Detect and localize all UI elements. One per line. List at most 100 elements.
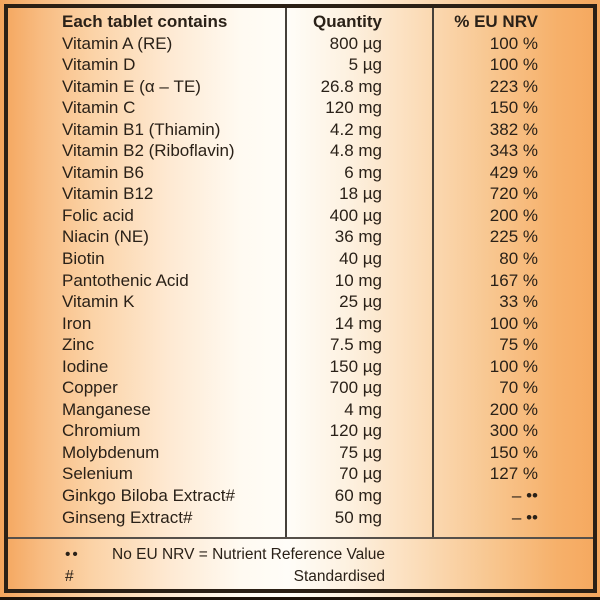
table-row: Pantothenic Acid 10 mg 167 % bbox=[8, 270, 593, 292]
nutrient-quantity: 700 µg bbox=[329, 378, 382, 398]
nutrient-quantity: 10 mg bbox=[334, 270, 382, 290]
table-row: Niacin (NE) 36 mg 225 % bbox=[8, 226, 593, 248]
nutrient-quantity: 6 mg bbox=[344, 162, 382, 182]
table-row: Ginseng Extract# 50 mg – •• bbox=[8, 507, 593, 529]
nutrient-nrv: 225 % bbox=[489, 227, 538, 247]
footer-separator-line bbox=[8, 537, 593, 539]
nutrient-nrv: 100 % bbox=[489, 33, 538, 53]
nutrient-quantity: 800 µg bbox=[329, 33, 382, 53]
nutrient-name: Manganese bbox=[62, 399, 151, 419]
header-eu-nrv: % EU NRV bbox=[454, 12, 538, 31]
nutrient-nrv: 100 % bbox=[489, 356, 538, 376]
table-row: Iron 14 mg 100 % bbox=[8, 313, 593, 335]
nutrient-quantity: 40 µg bbox=[339, 249, 382, 269]
nutrient-nrv: 300 % bbox=[489, 421, 538, 441]
footnote-text: Standardised bbox=[293, 568, 385, 585]
table-header-row: Each tablet contains Quantity % EU NRV bbox=[8, 11, 593, 33]
nutrient-name: Iron bbox=[62, 313, 92, 333]
nutrient-name: Vitamin B1 (Thiamin) bbox=[62, 119, 221, 139]
table-row: Molybdenum 75 µg 150 % bbox=[8, 442, 593, 464]
nutrient-quantity: 400 µg bbox=[329, 205, 382, 225]
table-row: Manganese 4 mg 200 % bbox=[8, 399, 593, 421]
header-each-tablet-contains: Each tablet contains bbox=[62, 12, 228, 31]
table-row: Vitamin B12 18 µg 720 % bbox=[8, 183, 593, 205]
nutrient-name: Molybdenum bbox=[62, 442, 160, 462]
nutrient-quantity: 5 µg bbox=[348, 55, 382, 75]
nutrient-nrv: 167 % bbox=[489, 270, 538, 290]
table-row: Vitamin A (RE) 800 µg 100 % bbox=[8, 33, 593, 55]
footnote-symbol: # bbox=[65, 568, 76, 585]
nutrient-quantity: 120 µg bbox=[329, 421, 382, 441]
nutrient-name: Vitamin A (RE) bbox=[62, 33, 173, 53]
nutrient-quantity: 14 mg bbox=[334, 313, 382, 333]
table-body: Vitamin A (RE) 800 µg 100 % Vitamin D 5 µg 10… bbox=[8, 33, 593, 529]
bottom-edge-shadow bbox=[0, 597, 600, 600]
nutrient-name: Vitamin D bbox=[62, 55, 136, 75]
nutrient-name: Vitamin B12 bbox=[62, 184, 154, 204]
nutrient-quantity: 25 µg bbox=[339, 292, 382, 312]
table-row: Selenium 70 µg 127 % bbox=[8, 463, 593, 485]
nutrient-name: Vitamin E (α – TE) bbox=[62, 76, 201, 96]
nutrient-nrv: 200 % bbox=[489, 205, 538, 225]
table-row: Vitamin B1 (Thiamin) 4.2 mg 382 % bbox=[8, 119, 593, 141]
header-quantity: Quantity bbox=[313, 12, 382, 31]
table-row: Vitamin D 5 µg 100 % bbox=[8, 54, 593, 76]
nutrient-name: Zinc bbox=[62, 335, 95, 355]
table-row: Vitamin K 25 µg 33 % bbox=[8, 291, 593, 313]
nutrient-name: Iodine bbox=[62, 356, 109, 376]
nutrient-name: Vitamin B6 bbox=[62, 162, 144, 182]
nutrient-nrv: – •• bbox=[511, 507, 538, 527]
nutrient-nrv: 70 % bbox=[499, 378, 538, 398]
nutrient-name: Vitamin K bbox=[62, 292, 135, 312]
nutrient-nrv: 100 % bbox=[489, 55, 538, 75]
nutrient-quantity: 120 mg bbox=[325, 98, 382, 118]
nutrient-nrv: 223 % bbox=[489, 76, 538, 96]
nutrient-quantity: 70 µg bbox=[339, 464, 382, 484]
footnotes: •• No EU NRV = Nutrient Reference Value # S… bbox=[8, 539, 593, 588]
table-row: Zinc 7.5 mg 75 % bbox=[8, 334, 593, 356]
column-divider-1 bbox=[285, 8, 287, 537]
nutrient-table: Each tablet contains Quantity % EU NRV V… bbox=[8, 8, 593, 528]
footnote-line: •• No EU NRV = Nutrient Reference Value bbox=[8, 544, 593, 566]
nutrient-nrv: 382 % bbox=[489, 119, 538, 139]
nutrient-quantity: 4.8 mg bbox=[330, 141, 382, 161]
nutrient-name: Copper bbox=[62, 378, 118, 398]
nutrient-name: Chromium bbox=[62, 421, 141, 441]
nutrient-quantity: 50 mg bbox=[334, 507, 382, 527]
nutrient-nrv: 150 % bbox=[489, 98, 538, 118]
table-row: Chromium 120 µg 300 % bbox=[8, 420, 593, 442]
table-row: Biotin 40 µg 80 % bbox=[8, 248, 593, 270]
footnote-text: No EU NRV = Nutrient Reference Value bbox=[112, 546, 385, 563]
nutrient-name: Biotin bbox=[62, 249, 105, 269]
nutrient-nrv: 127 % bbox=[489, 464, 538, 484]
table-row: Iodine 150 µg 100 % bbox=[8, 356, 593, 378]
nutrient-nrv: 75 % bbox=[499, 335, 538, 355]
nutrient-name: Pantothenic Acid bbox=[62, 270, 189, 290]
nutrient-nrv: 150 % bbox=[489, 442, 538, 462]
table-row: Vitamin B2 (Riboflavin) 4.8 mg 343 % bbox=[8, 140, 593, 162]
nutrient-nrv: 80 % bbox=[499, 249, 538, 269]
nutrient-name: Selenium bbox=[62, 464, 133, 484]
nutrient-name: Folic acid bbox=[62, 205, 134, 225]
nutrient-name: Ginseng Extract# bbox=[62, 507, 193, 527]
nutrient-quantity: 18 µg bbox=[339, 184, 382, 204]
nutrient-quantity: 150 µg bbox=[329, 356, 382, 376]
table-row: Ginkgo Biloba Extract# 60 mg – •• bbox=[8, 485, 593, 507]
nutrient-name: Vitamin B2 (Riboflavin) bbox=[62, 141, 235, 161]
footnote-line: # Standardised bbox=[8, 566, 593, 588]
nutrient-nrv: 343 % bbox=[489, 141, 538, 161]
label-frame: Each tablet contains Quantity % EU NRV V… bbox=[4, 4, 597, 593]
nutrient-quantity: 60 mg bbox=[334, 486, 382, 506]
nutrient-quantity: 36 mg bbox=[334, 227, 382, 247]
nutrient-nrv: 33 % bbox=[499, 292, 538, 312]
table-row: Folic acid 400 µg 200 % bbox=[8, 205, 593, 227]
table-row: Vitamin B6 6 mg 429 % bbox=[8, 162, 593, 184]
nutrient-name: Niacin (NE) bbox=[62, 227, 149, 247]
footnote-symbol: •• bbox=[65, 546, 80, 563]
column-divider-2 bbox=[432, 8, 434, 537]
nutrient-nrv: 200 % bbox=[489, 399, 538, 419]
nutrient-nrv: 100 % bbox=[489, 313, 538, 333]
table-row: Vitamin C 120 mg 150 % bbox=[8, 97, 593, 119]
nutrient-quantity: 75 µg bbox=[339, 442, 382, 462]
